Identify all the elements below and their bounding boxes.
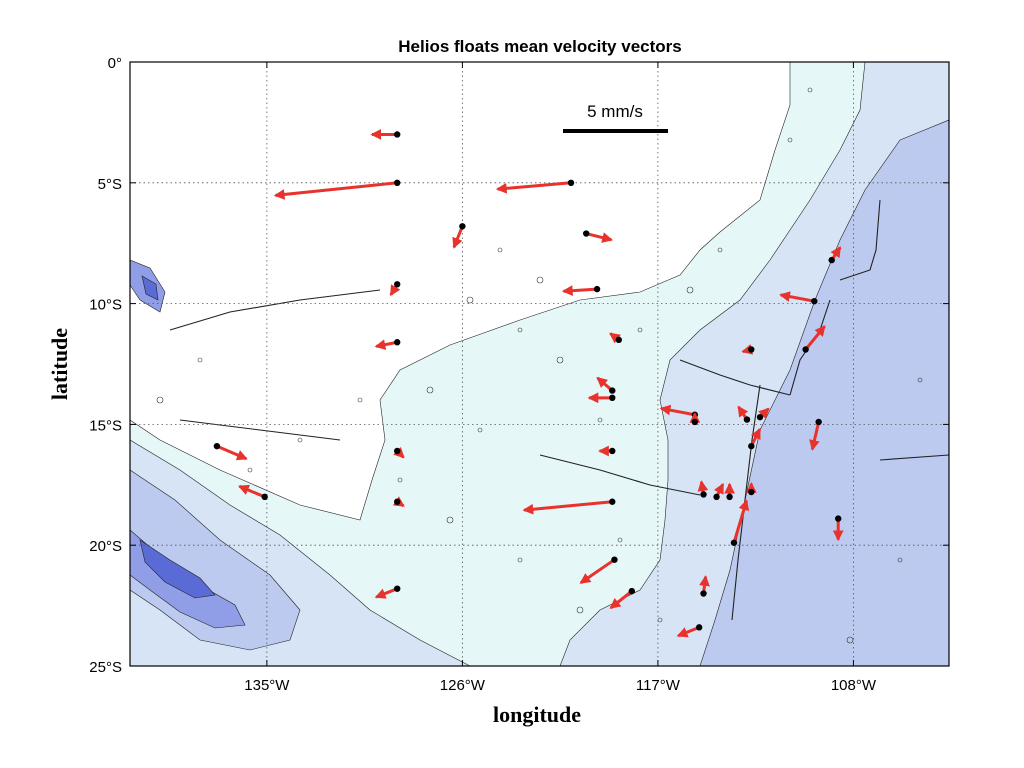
float-position-16 xyxy=(691,418,699,426)
velocity-arrow-31 xyxy=(732,499,750,544)
float-position-29 xyxy=(609,498,616,505)
scale-bar: 5 mm/s xyxy=(563,102,668,133)
x-tick-label: 117°W xyxy=(636,677,681,694)
float-position-8 xyxy=(394,339,401,346)
velocity-arrow-34 xyxy=(609,589,633,610)
float-position-17 xyxy=(743,416,751,423)
float-position-25 xyxy=(700,491,707,498)
float-position-33 xyxy=(611,556,618,563)
y-tick-label: 5°S xyxy=(98,176,122,193)
float-position-28 xyxy=(748,488,755,496)
velocity-arrow-3 xyxy=(452,225,464,249)
float-position-21 xyxy=(609,447,616,455)
y-axis-ticks: 0° 5°S 10°S 15°S 20°S 25°S xyxy=(89,55,949,676)
float-position-19 xyxy=(748,442,755,450)
float-position-30 xyxy=(394,498,401,505)
float-position-20 xyxy=(815,418,822,426)
velocity-arrow-15 xyxy=(659,404,696,417)
graticule xyxy=(130,62,949,666)
velocity-arrow-24 xyxy=(237,484,266,499)
float-position-26 xyxy=(713,493,720,501)
float-position-10 xyxy=(802,346,809,353)
float-position-4 xyxy=(583,230,590,237)
velocity-arrow-12 xyxy=(779,291,815,303)
y-tick-label: 0° xyxy=(108,55,122,72)
velocity-arrow-36 xyxy=(374,587,398,599)
float-position-0 xyxy=(394,131,401,138)
velocity-arrow-33 xyxy=(579,558,616,585)
contour-speckle xyxy=(156,87,923,644)
x-tick-label: 126°W xyxy=(440,677,486,694)
y-tick-label: 10°S xyxy=(89,297,122,314)
float-position-3 xyxy=(459,223,466,230)
float-position-13 xyxy=(609,387,616,394)
float-position-18 xyxy=(756,413,764,421)
velocity-arrow-13 xyxy=(596,376,614,392)
velocity-arrow-1 xyxy=(273,181,398,200)
float-position-5 xyxy=(394,281,401,288)
velocity-arrow-10 xyxy=(804,325,826,351)
velocity-arrow-4 xyxy=(585,232,613,243)
float-position-11 xyxy=(828,256,835,264)
velocity-arrow-29 xyxy=(522,500,613,515)
float-position-12 xyxy=(811,297,818,305)
float-position-2 xyxy=(567,179,575,186)
velocity-arrow-2 xyxy=(495,181,572,194)
bathymetry-band-5 xyxy=(139,275,216,599)
velocity-arrow-23 xyxy=(216,444,248,461)
float-position-34 xyxy=(628,587,636,595)
float-position-37 xyxy=(695,624,703,631)
x-axis-label: longitude xyxy=(493,702,581,727)
velocity-arrow-8 xyxy=(374,339,398,350)
float-position-36 xyxy=(394,585,401,592)
float-position-24 xyxy=(261,493,268,501)
x-tick-label: 135°W xyxy=(244,677,290,694)
float-position-32 xyxy=(835,515,842,522)
bathymetry-layer xyxy=(130,62,949,666)
float-position-22 xyxy=(394,447,401,455)
y-tick-label: 20°S xyxy=(89,538,122,555)
scale-bar-label: 5 mm/s xyxy=(587,102,643,121)
float-position-35 xyxy=(700,590,707,597)
x-axis-ticks: 135°W 126°W 117°W 108°W xyxy=(244,62,877,694)
velocity-arrow-6 xyxy=(561,285,598,297)
y-tick-label: 25°S xyxy=(89,659,122,676)
x-tick-label: 108°W xyxy=(831,677,877,694)
float-position-31 xyxy=(730,539,738,546)
velocity-vectors xyxy=(213,129,844,638)
y-tick-label: 15°S xyxy=(89,417,122,434)
float-position-6 xyxy=(593,285,601,293)
velocity-arrow-37 xyxy=(676,625,700,638)
float-position-23 xyxy=(213,442,221,450)
float-position-27 xyxy=(726,493,733,501)
plot-frame xyxy=(129,61,950,667)
map-title: Helios floats mean velocity vectors xyxy=(398,37,681,56)
float-position-14 xyxy=(609,394,616,402)
float-position-7 xyxy=(615,336,622,344)
float-position-9 xyxy=(748,346,755,353)
y-axis-label: latitude xyxy=(47,328,72,400)
velocity-arrow-20 xyxy=(809,421,821,451)
float-position-1 xyxy=(394,179,401,186)
